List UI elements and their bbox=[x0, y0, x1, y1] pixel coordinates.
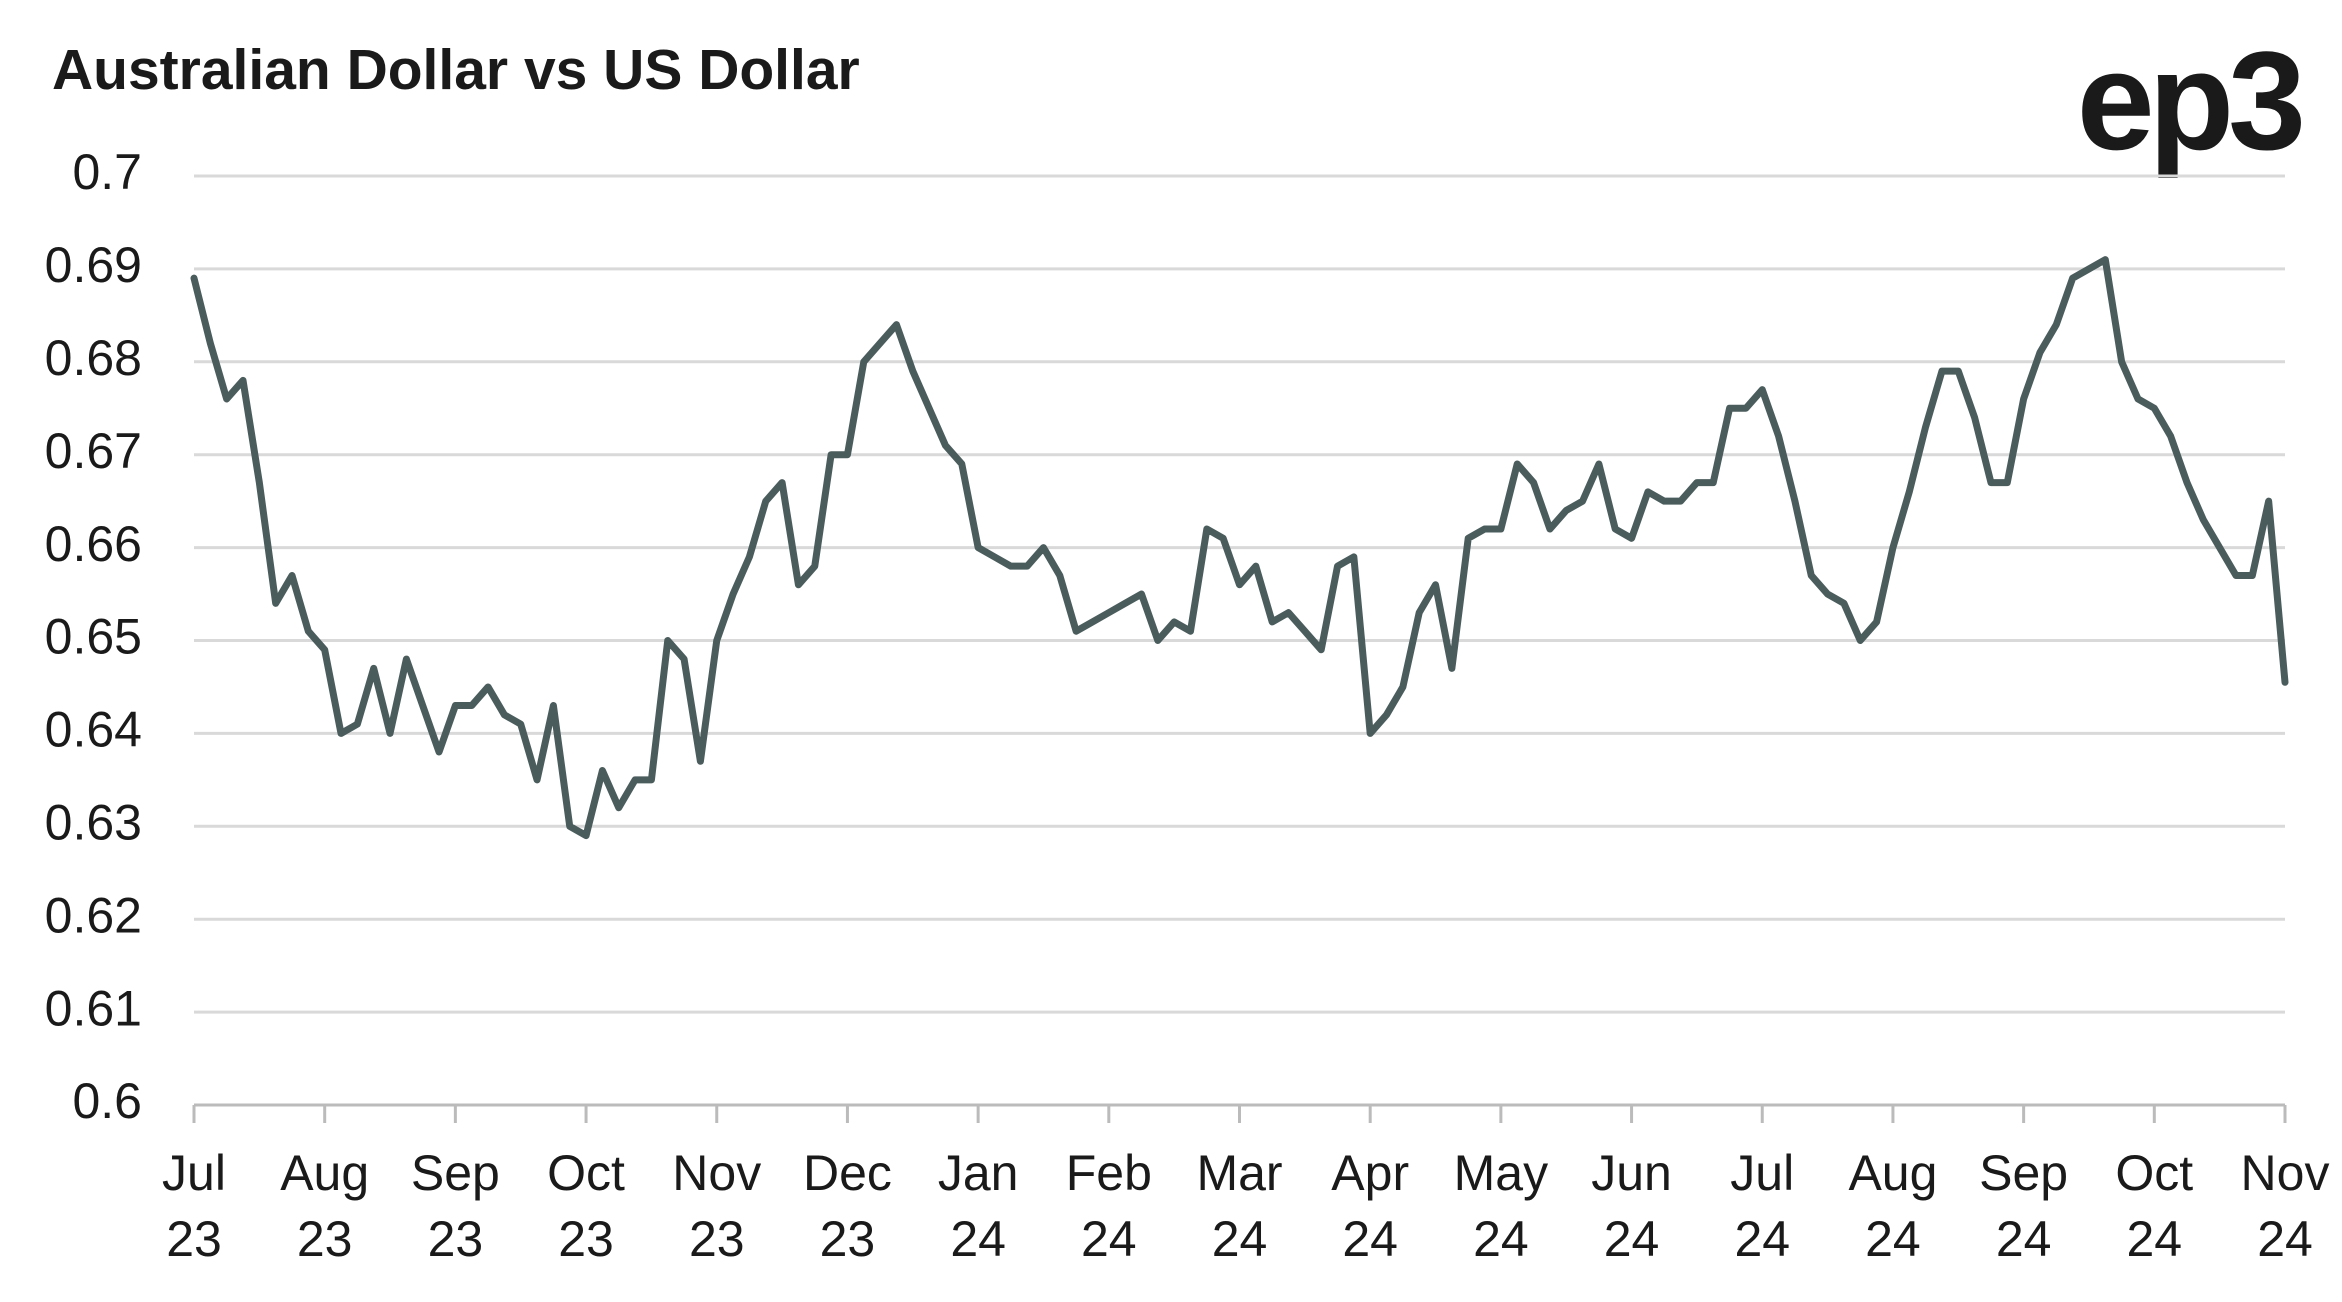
x-tick-label: Feb 24 bbox=[1065, 1145, 1152, 1267]
y-tick-label: 0.64 bbox=[45, 702, 142, 758]
logo: ep3 bbox=[2077, 22, 2301, 179]
y-tick-label: 0.62 bbox=[45, 887, 142, 943]
x-tick-label: Oct 23 bbox=[547, 1145, 625, 1267]
x-tick-label: Oct 24 bbox=[2115, 1145, 2194, 1267]
x-tick-label: Aug 24 bbox=[1848, 1145, 1938, 1267]
y-tick-label: 0.63 bbox=[45, 795, 142, 851]
y-tick-label: 0.61 bbox=[45, 980, 142, 1036]
y-tick-label: 0.7 bbox=[72, 144, 142, 200]
x-tick-label: Jun 24 bbox=[1591, 1145, 1672, 1267]
y-tick-label: 0.6 bbox=[72, 1073, 142, 1129]
price-line bbox=[190, 256, 2289, 840]
x-tick-label: Nov 24 bbox=[2240, 1145, 2330, 1267]
y-tick-label: 0.69 bbox=[45, 237, 142, 293]
x-tick-label: Sep 24 bbox=[1979, 1145, 2069, 1267]
x-tick-label: Apr 24 bbox=[1331, 1145, 1410, 1267]
chart-title: Australian Dollar vs US Dollar bbox=[52, 38, 860, 102]
y-tick-label: 0.67 bbox=[45, 423, 142, 479]
y-tick-label: 0.65 bbox=[45, 609, 142, 665]
x-tick-label: Jul 24 bbox=[1730, 1145, 1795, 1267]
x-tick-label: Jan 24 bbox=[937, 1145, 1019, 1267]
y-tick-label: 0.66 bbox=[45, 516, 142, 572]
x-tick-label: Sep 23 bbox=[410, 1145, 500, 1267]
x-tick-label: May 24 bbox=[1453, 1145, 1549, 1267]
x-tick-label: Jul 23 bbox=[162, 1145, 226, 1267]
x-tick-label: Mar 24 bbox=[1196, 1145, 1283, 1267]
x-tick-label: Nov 23 bbox=[672, 1145, 762, 1267]
y-tick-label: 0.68 bbox=[45, 330, 142, 386]
x-tick-label: Aug 23 bbox=[280, 1145, 370, 1267]
x-tick-label: Dec 23 bbox=[802, 1145, 892, 1267]
